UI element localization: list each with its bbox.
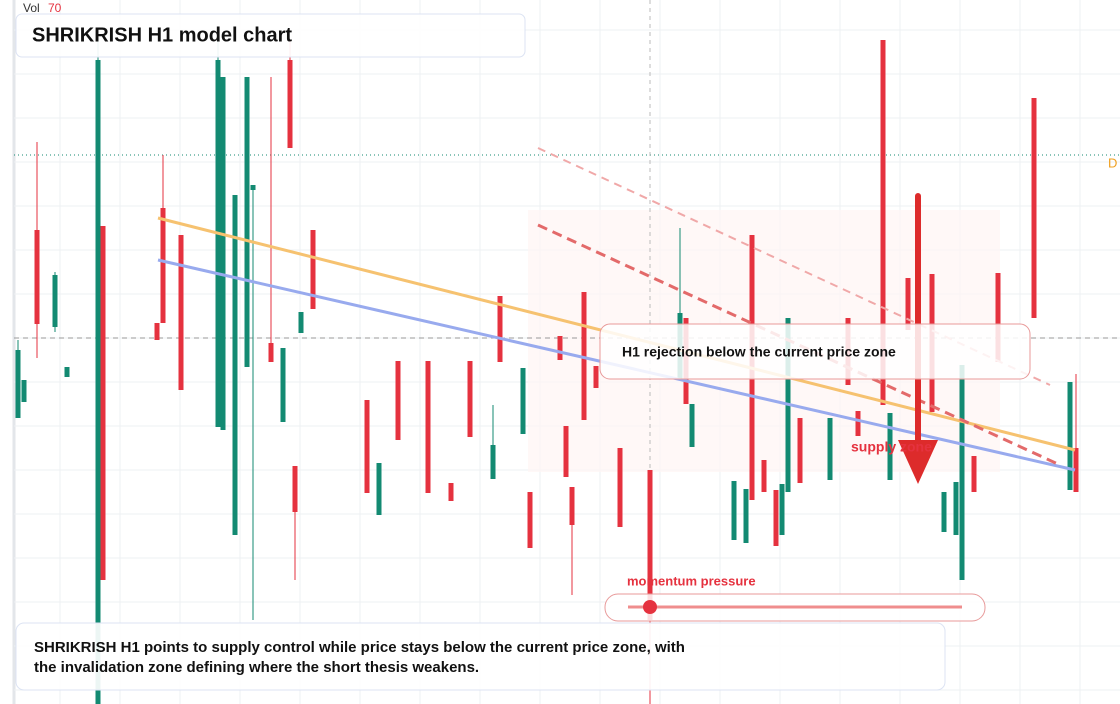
candle-body: [995, 273, 1001, 362]
candle-body: [1067, 382, 1073, 490]
candle-body: [250, 185, 256, 190]
candle-body: [905, 278, 911, 330]
candle-body: [827, 418, 833, 480]
candle-body: [160, 208, 166, 323]
volume-label: Vol: [23, 1, 40, 15]
candle-body: [268, 343, 274, 362]
candle-body: [100, 226, 106, 580]
candle-body: [941, 492, 947, 532]
candle-body: [310, 230, 316, 309]
candle-body: [292, 466, 298, 512]
candle-body: [467, 361, 473, 437]
candle-body: [21, 380, 27, 402]
candle-body: [557, 336, 563, 360]
candle-body: [953, 482, 959, 535]
candle-body: [244, 77, 250, 367]
candle-body: [232, 195, 238, 535]
candle-body: [52, 275, 58, 327]
title-box: [15, 13, 526, 58]
candle-body: [593, 366, 599, 388]
slider-knob: [643, 600, 657, 614]
candle-body: [880, 40, 886, 405]
candle-body: [761, 460, 767, 492]
candle-body: [15, 350, 21, 418]
candle-body: [647, 470, 653, 620]
candle-body: [95, 60, 101, 704]
candle-body: [178, 235, 184, 390]
channel-line: [537, 147, 1051, 386]
candle-body: [64, 367, 70, 377]
candle-body: [1031, 98, 1037, 318]
candle-body: [280, 348, 286, 422]
candle-body: [971, 456, 977, 492]
candle-body: [743, 489, 749, 543]
candle-body: [34, 230, 40, 324]
candle-body: [779, 484, 785, 535]
candle-body: [731, 481, 737, 540]
candle-body: [617, 448, 623, 527]
candle-body: [425, 361, 431, 493]
candle-body: [1073, 448, 1079, 492]
candle-body: [527, 492, 533, 548]
volume-value: 70: [48, 1, 62, 15]
callout: H1 rejection below the current price zon…: [622, 344, 896, 360]
candle-body: [490, 445, 496, 479]
candle-body: [215, 60, 221, 427]
candle-body: [298, 312, 304, 333]
candle-body: [287, 60, 293, 148]
candle-body: [887, 413, 893, 480]
candle-body: [395, 361, 401, 440]
edge-label: D: [1108, 155, 1117, 170]
zone-label: supply zone: [851, 439, 932, 455]
candle-body: [563, 426, 569, 477]
candle-body: [154, 323, 160, 340]
candle-body: [448, 483, 454, 501]
chart-title: SHRIKRISH H1 model chart: [32, 24, 292, 46]
momentum-label: momentum pressure: [627, 573, 756, 588]
candle-body: [797, 418, 803, 483]
summary-line: the invalidation zone defining where the…: [34, 659, 479, 676]
candle-body: [581, 292, 587, 420]
callout-box: [599, 323, 1031, 380]
candle-body: [220, 77, 226, 430]
candle-body: [569, 487, 575, 525]
candle-body: [855, 411, 861, 436]
candle-body: [376, 463, 382, 515]
candle-body: [497, 296, 503, 362]
candle-body: [959, 365, 965, 580]
candle-body: [773, 490, 779, 546]
candle-body: [364, 400, 370, 493]
arrow-head: [898, 440, 938, 484]
candle-body: [689, 404, 695, 447]
summary-box: [15, 622, 946, 691]
candle-body: [520, 368, 526, 434]
summary-line: SHRIKRISH H1 points to supply control wh…: [34, 639, 685, 656]
